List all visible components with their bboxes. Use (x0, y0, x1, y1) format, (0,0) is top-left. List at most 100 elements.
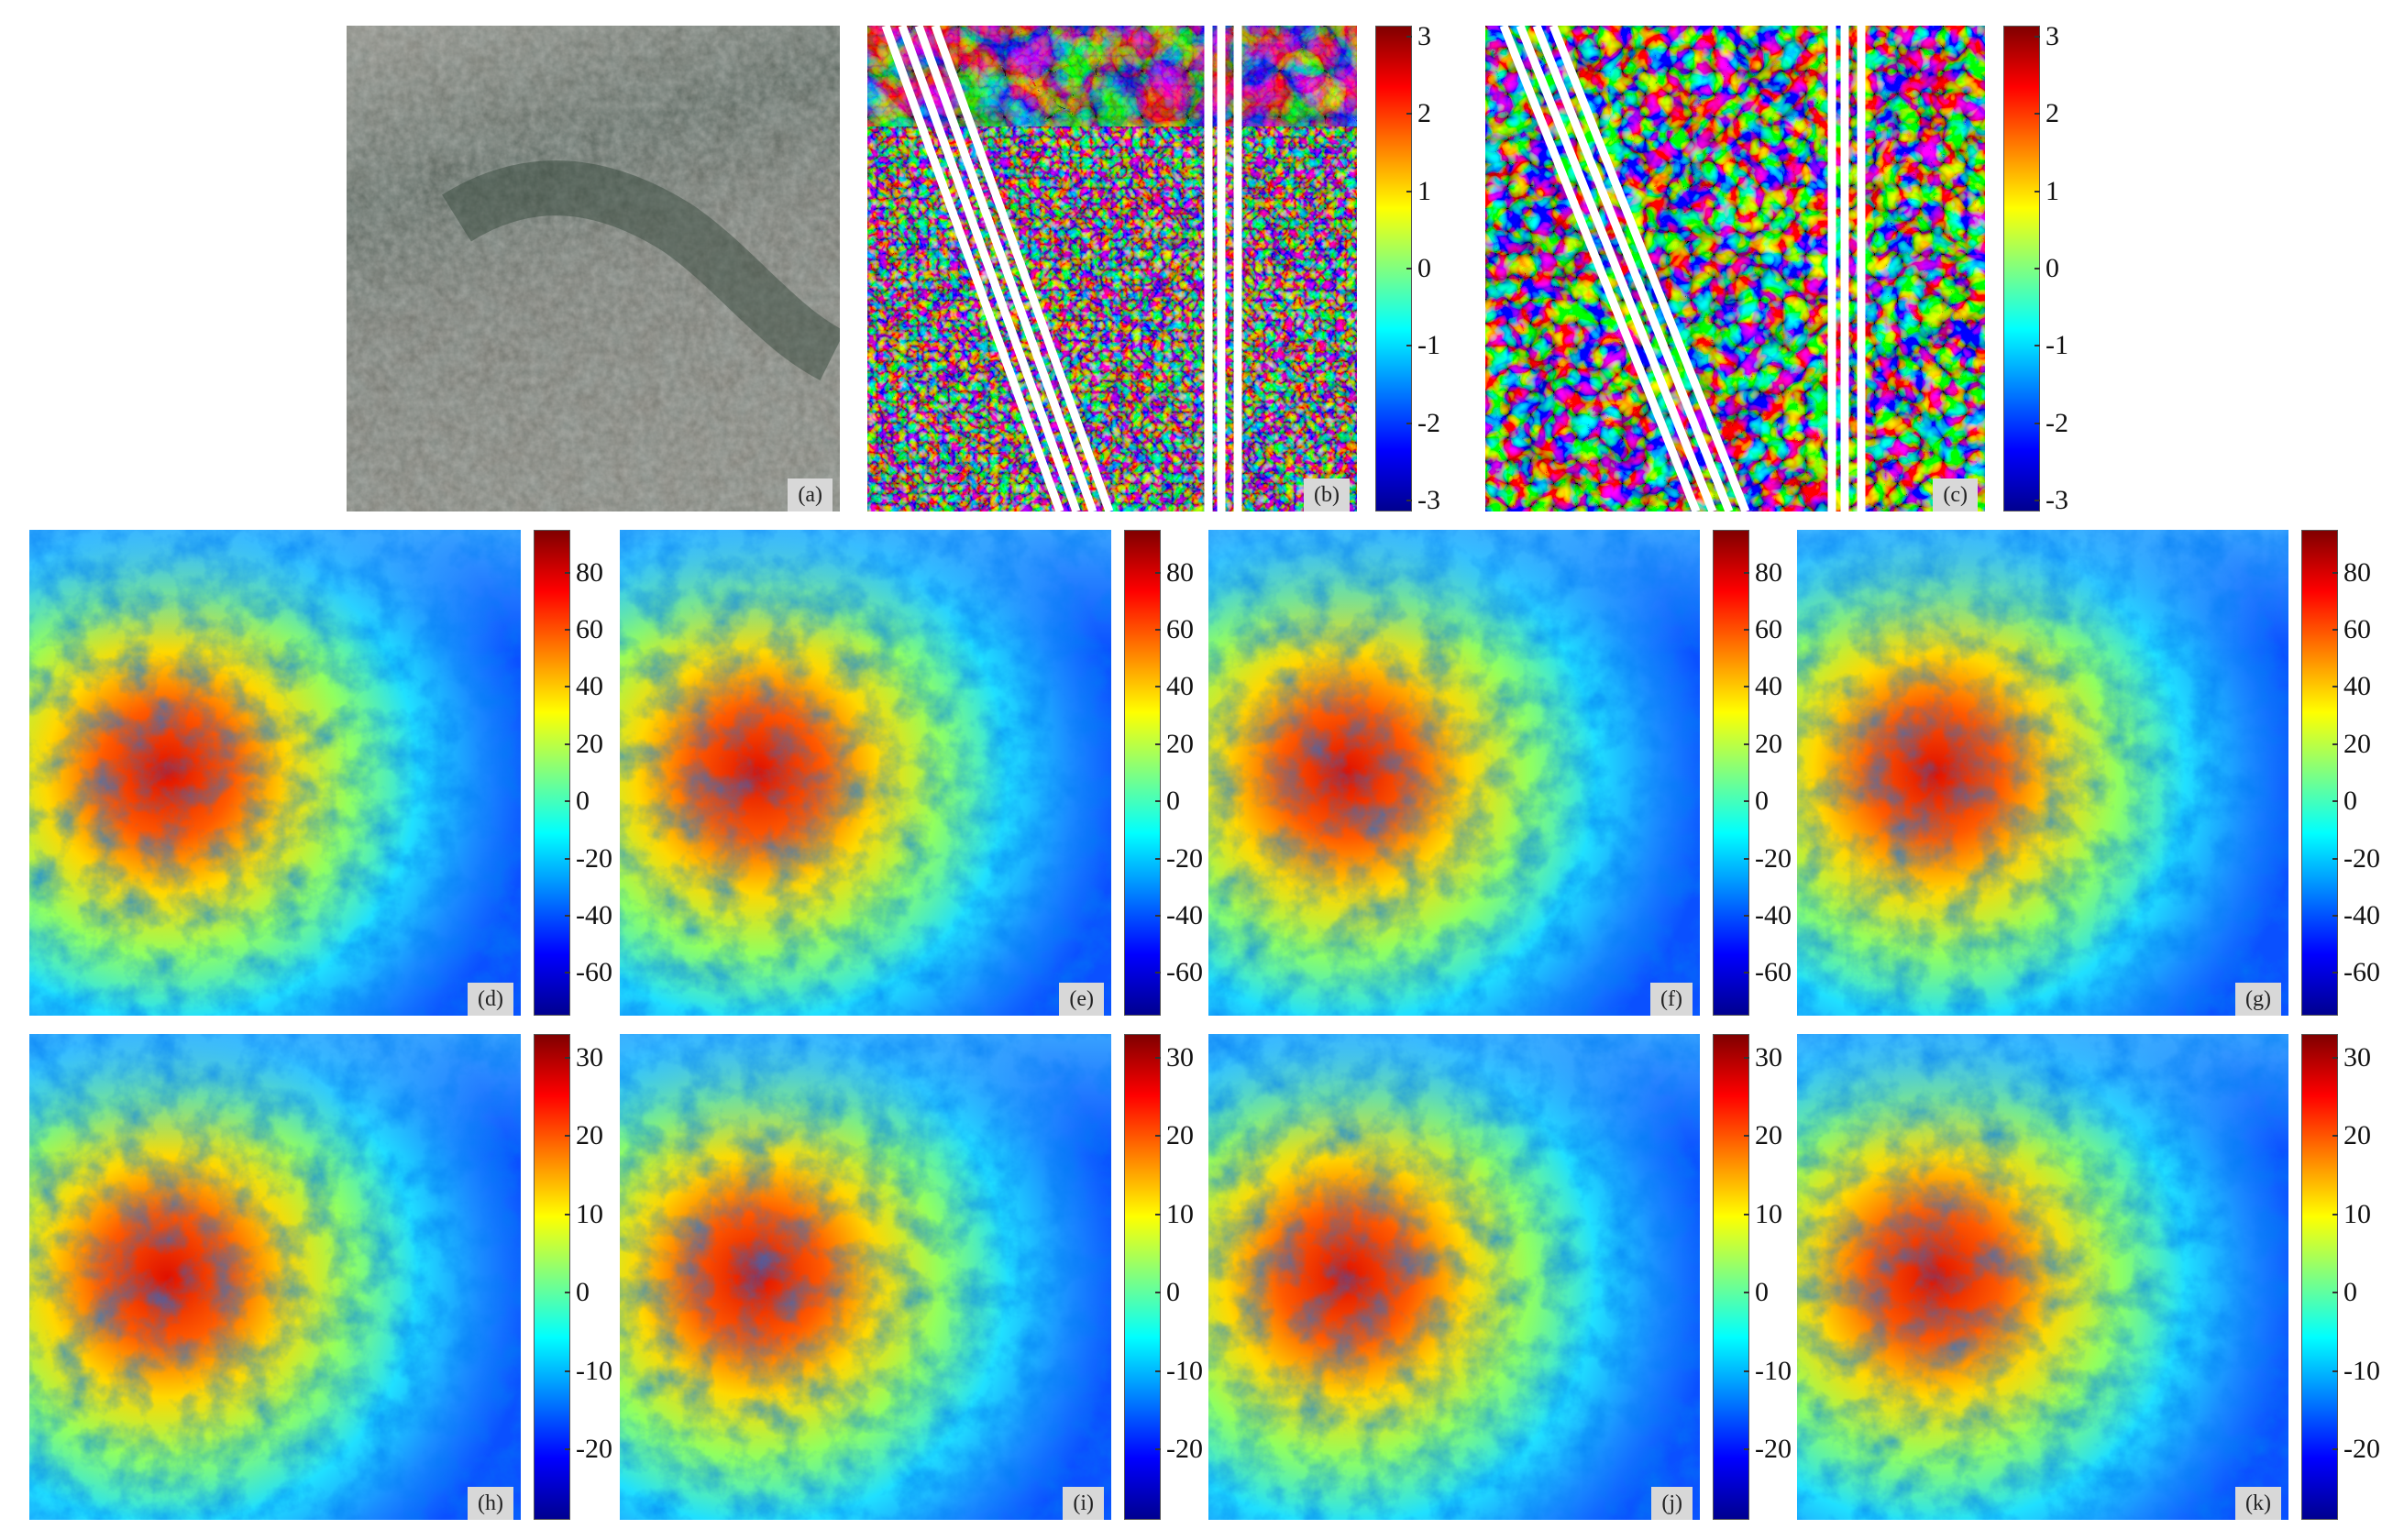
panel-h-dem: (h) (29, 1034, 521, 1520)
panel-k-dem: (k) (1797, 1034, 2288, 1520)
colorbar-tick-label: 0 (2332, 786, 2357, 817)
colorbar-tick-label: 2 (2035, 98, 2059, 129)
panel-c-wrapped-phase: (c) (1485, 26, 1985, 512)
colorbar-tick-label: 40 (565, 671, 603, 702)
colorbar-tick-label: -20 (1744, 1434, 1792, 1465)
colorbar-tick-label: -20 (565, 842, 612, 874)
colorbar-tick-label: 10 (565, 1198, 603, 1229)
height-colorbar-f: 80 60 40 20 0 -20 -40 -60 (1713, 530, 1792, 1016)
colorbar-tick-label: 1 (2035, 175, 2059, 206)
colorbar-tick-label: -40 (1155, 899, 1203, 930)
colorbar-tick-label: -20 (2332, 842, 2380, 874)
colorbar-tick-label: 20 (1744, 1120, 1782, 1151)
panel-label: (c) (1933, 478, 1978, 512)
colorbar-tick-label: -1 (1406, 330, 1440, 361)
colorbar-tick-label: -2 (2035, 407, 2068, 438)
colorbar-tick-label: -60 (1155, 957, 1203, 988)
dem-height-map (620, 530, 1111, 1016)
panel-label: (k) (2235, 1487, 2281, 1520)
dem-height-map (1208, 530, 1700, 1016)
colorbar-tick-label: 80 (2332, 556, 2371, 588)
colorbar-tick-label: 30 (1744, 1041, 1782, 1072)
colorbar-tick-label: 80 (1155, 556, 1194, 588)
panel-b-wrapped-phase: (b) (867, 26, 1357, 512)
colorbar-gradient (1713, 1034, 1749, 1520)
colorbar-tick-label: 2 (1406, 98, 1431, 129)
dem-height-map (29, 1034, 521, 1520)
colorbar-tick-label: 60 (1744, 614, 1782, 645)
phase-colorbar-b: 3 2 1 0 -1 -2 -3 (1375, 22, 1449, 514)
colorbar-tick-label: -2 (1406, 407, 1440, 438)
colorbar-tick-label: -3 (2035, 485, 2068, 516)
colorbar-tick-label: -60 (2332, 957, 2380, 988)
colorbar-tick-label: 80 (565, 556, 603, 588)
colorbar-tick-label: -10 (565, 1355, 612, 1386)
dem-height-map (29, 530, 521, 1016)
phase-colorbar-c: 3 2 1 0 -1 -2 -3 (2003, 20, 2077, 516)
wrapped-phase-image (867, 26, 1357, 512)
colorbar-tick-label: 60 (565, 614, 603, 645)
height-colorbar-j: 30 20 10 0 -10 -20 (1713, 1034, 1792, 1520)
wrapped-phase-image (1485, 26, 1985, 512)
colorbar-tick-label: -20 (1155, 842, 1203, 874)
panel-j-dem: (j) (1208, 1034, 1700, 1520)
colorbar-gradient (534, 1034, 570, 1520)
panel-label: (g) (2235, 983, 2281, 1016)
dem-height-map (620, 1034, 1111, 1520)
colorbar-tick-label: 60 (1155, 614, 1194, 645)
panel-label: (f) (1650, 983, 1693, 1016)
colorbar-tick-label: 40 (1155, 671, 1194, 702)
optical-satellite-image (347, 26, 840, 512)
colorbar-tick-label: 30 (565, 1041, 603, 1072)
colorbar-gradient (2301, 1034, 2338, 1520)
colorbar-tick-label: 80 (1744, 556, 1782, 588)
colorbar-tick-label: 0 (1155, 1277, 1180, 1308)
panel-label: (h) (468, 1487, 513, 1520)
dem-height-map (1797, 1034, 2288, 1520)
colorbar-tick-label: 30 (2332, 1041, 2371, 1072)
colorbar-tick-label: 60 (2332, 614, 2371, 645)
panel-e-dem: (e) (620, 530, 1111, 1016)
colorbar-tick-label: -60 (1744, 957, 1792, 988)
colorbar-gradient (1713, 530, 1749, 1016)
panel-label: (a) (788, 478, 833, 512)
colorbar-gradient (1124, 530, 1161, 1016)
colorbar-tick-label: -10 (1155, 1355, 1203, 1386)
panel-g-dem: (g) (1797, 530, 2288, 1016)
panel-a-optical-image: (a) (347, 26, 840, 512)
dem-height-map (1797, 530, 2288, 1016)
colorbar-tick-label: 20 (1744, 728, 1782, 759)
colorbar-tick-label: -60 (565, 957, 612, 988)
colorbar-tick-label: 20 (1155, 1120, 1194, 1151)
colorbar-tick-label: 1 (1406, 175, 1431, 206)
colorbar-tick-label: 0 (2035, 253, 2059, 283)
colorbar-tick-label: 20 (565, 1120, 603, 1151)
panel-label: (b) (1304, 478, 1350, 512)
colorbar-tick-label: -1 (2035, 330, 2068, 361)
colorbar-tick-label: 40 (1744, 671, 1782, 702)
colorbar-gradient (2003, 26, 2040, 512)
colorbar-tick-label: -10 (2332, 1355, 2380, 1386)
panel-label: (j) (1651, 1487, 1693, 1520)
colorbar-tick-label: 10 (2332, 1198, 2371, 1229)
height-colorbar-d: 80 60 40 20 0 -20 -40 -60 (534, 530, 612, 1016)
colorbar-gradient (1124, 1034, 1161, 1520)
dem-height-map (1208, 1034, 1700, 1520)
colorbar-tick-label: 0 (565, 1277, 590, 1308)
colorbar-tick-label: -20 (565, 1434, 612, 1465)
colorbar-tick-label: 0 (1744, 786, 1769, 817)
colorbar-tick-label: -10 (1744, 1355, 1792, 1386)
height-colorbar-k: 30 20 10 0 -10 -20 (2301, 1034, 2380, 1520)
height-colorbar-h: 30 20 10 0 -10 -20 (534, 1034, 612, 1520)
height-colorbar-i: 30 20 10 0 -10 -20 (1124, 1034, 1203, 1520)
panel-label: (d) (468, 983, 513, 1016)
colorbar-tick-label: -20 (1155, 1434, 1203, 1465)
colorbar-tick-label: -20 (1744, 842, 1792, 874)
colorbar-tick-label: 3 (2035, 20, 2059, 51)
panel-label: (e) (1059, 983, 1104, 1016)
colorbar-tick-label: -40 (565, 899, 612, 930)
colorbar-tick-label: 0 (1744, 1277, 1769, 1308)
colorbar-tick-label: -40 (2332, 899, 2380, 930)
colorbar-tick-label: 0 (565, 786, 590, 817)
colorbar-tick-label: 40 (2332, 671, 2371, 702)
